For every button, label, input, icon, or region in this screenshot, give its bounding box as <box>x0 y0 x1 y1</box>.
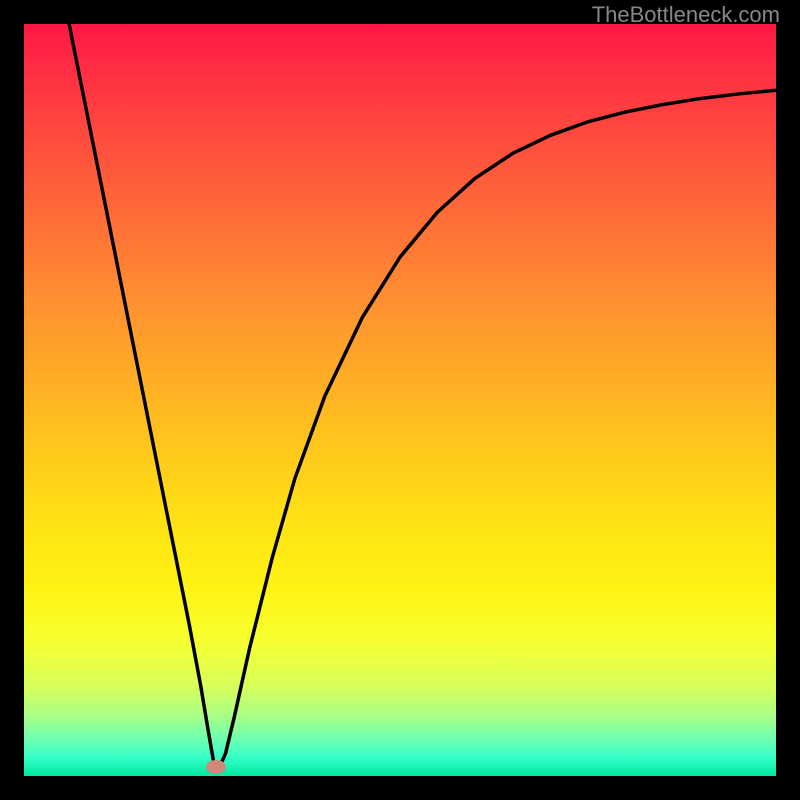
plot-area <box>24 24 776 776</box>
optimal-point-marker <box>206 760 226 774</box>
gradient-background <box>24 24 776 776</box>
watermark-text: TheBottleneck.com <box>592 2 780 28</box>
